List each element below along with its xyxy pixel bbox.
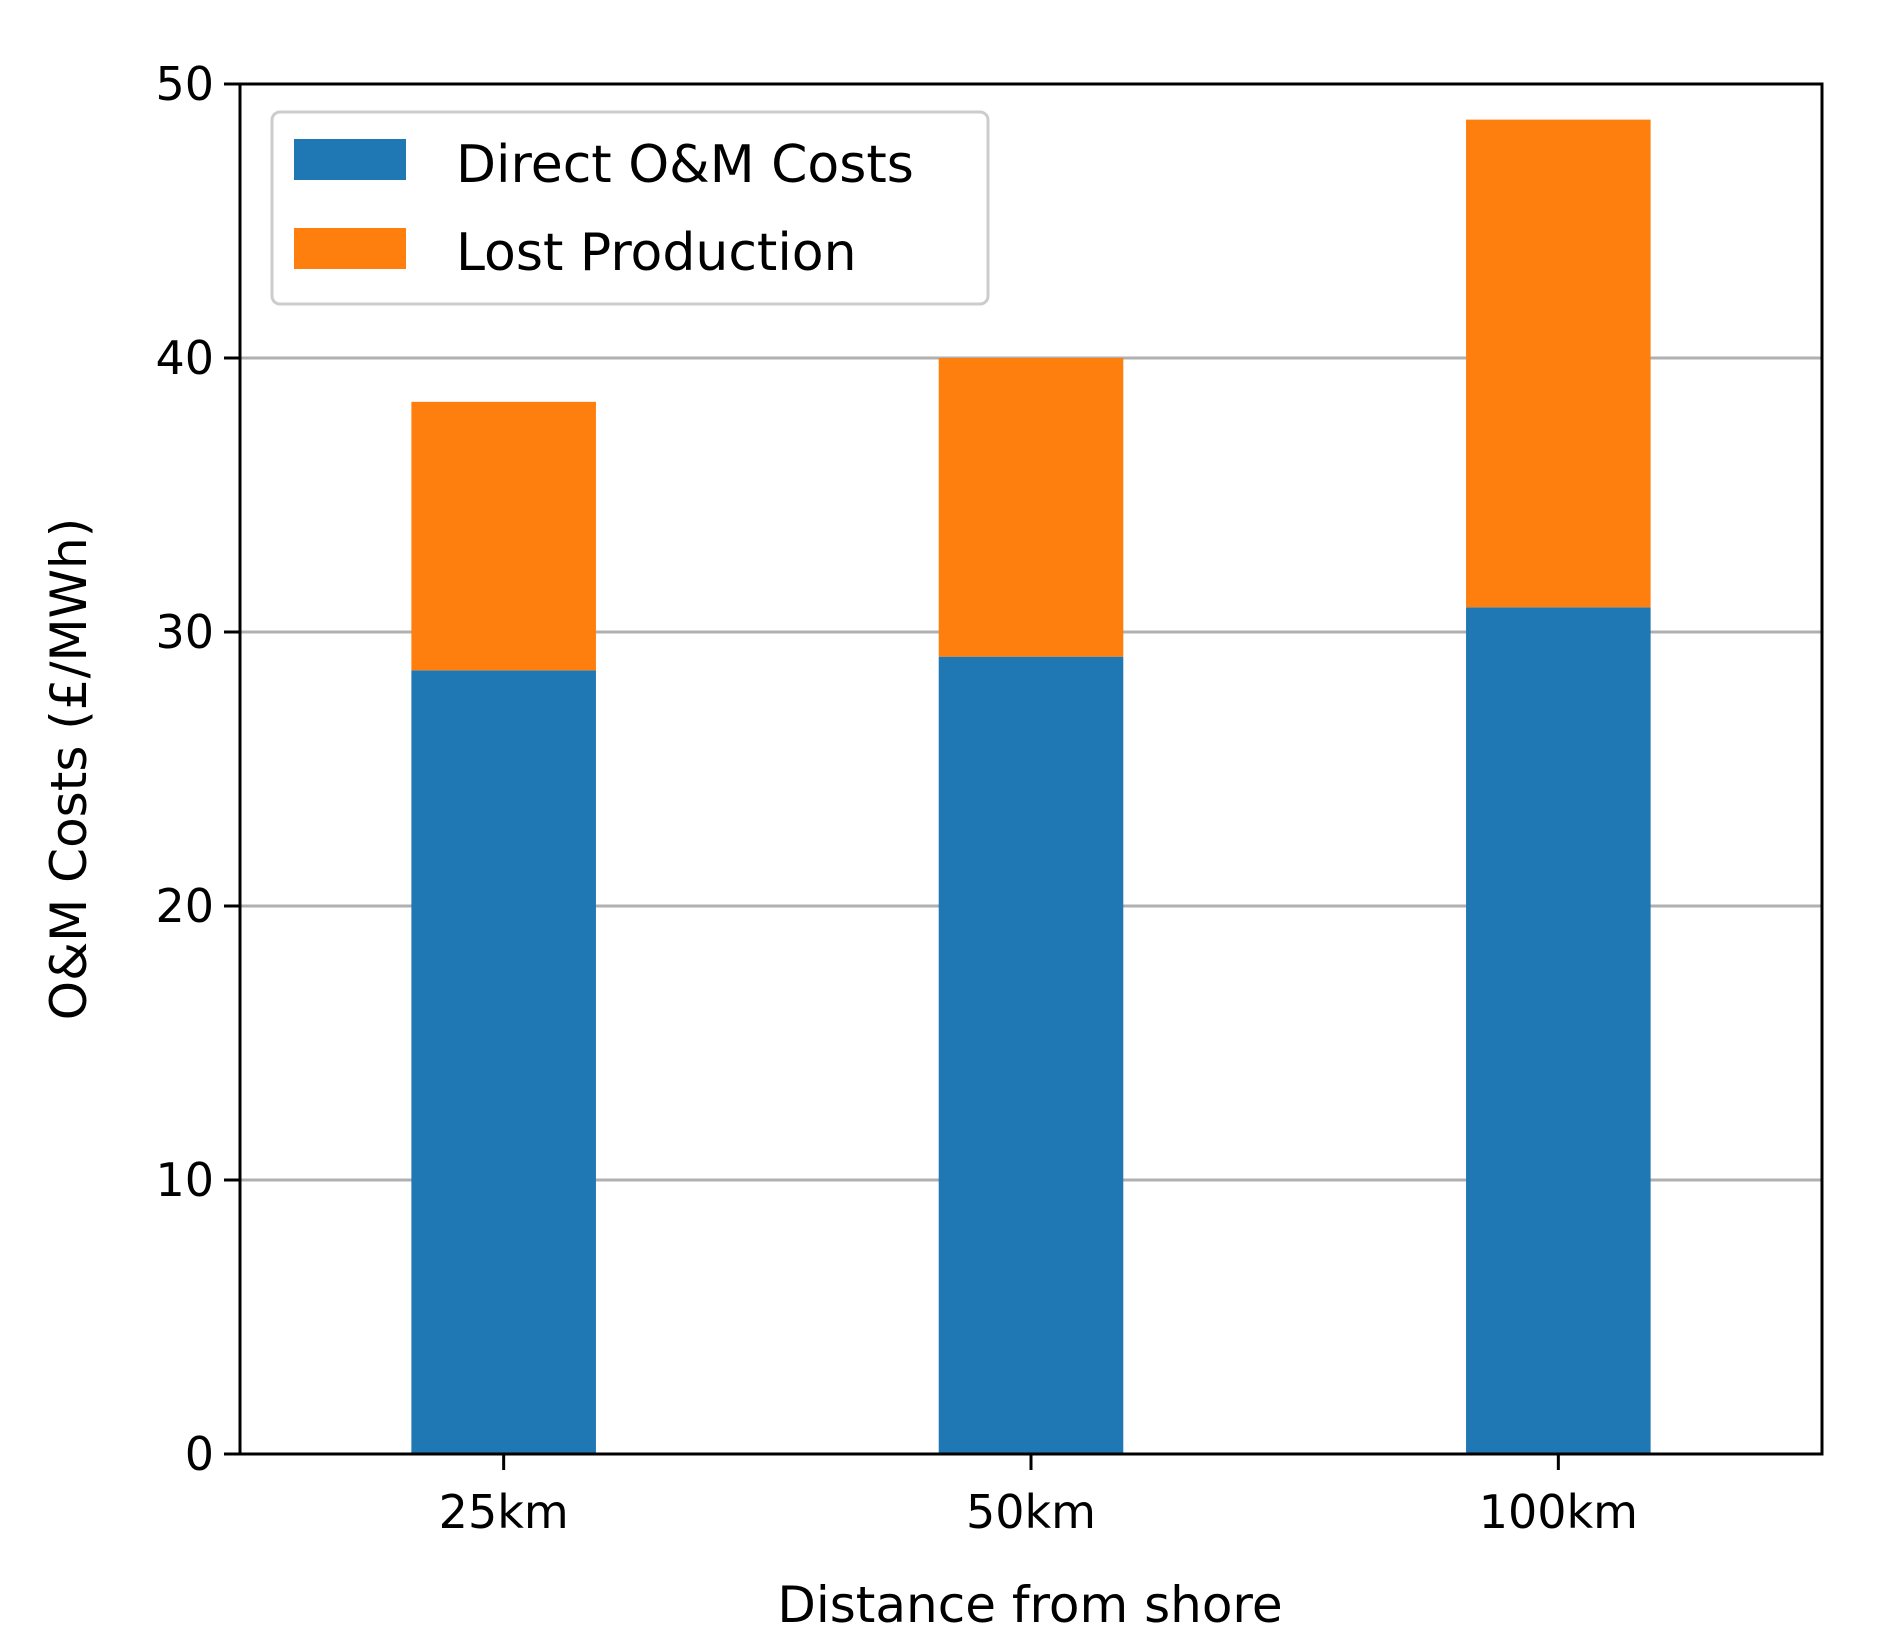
bar-direct-o-m-costs-100km <box>1466 607 1651 1454</box>
bar-direct-o-m-costs-25km <box>411 670 596 1454</box>
bar-lost-production-100km <box>1466 119 1651 608</box>
legend-label-direct-om-costs: Direct O&M Costs <box>456 135 914 195</box>
x-tick-label-25km: 25km <box>439 1485 569 1539</box>
y-tick-label-0: 0 <box>185 1427 214 1481</box>
y-axis: 0 10 20 30 40 50 <box>155 57 240 1481</box>
bar-lost-production-50km <box>938 358 1124 657</box>
x-axis-label: Distance from shore <box>777 1576 1282 1634</box>
y-axis-label: O&M Costs (£/MWh) <box>40 518 98 1020</box>
x-tick-label-100km: 100km <box>1479 1485 1638 1539</box>
legend-label-lost-production: Lost Production <box>456 223 857 283</box>
y-tick-label-20: 20 <box>155 879 214 933</box>
y-tick-label-10: 10 <box>155 1153 214 1207</box>
legend-frame <box>270 110 990 306</box>
bar-direct-o-m-costs-50km <box>938 656 1124 1454</box>
bar-lost-production-25km <box>411 401 596 671</box>
x-tick-label-50km: 50km <box>966 1485 1096 1539</box>
y-tick-label-50: 50 <box>155 57 214 111</box>
legend-swatch-direct-om-costs <box>294 139 406 180</box>
y-tick-label-40: 40 <box>155 331 214 385</box>
bars <box>411 119 1651 1454</box>
legend: Direct O&M Costs Lost Production <box>270 110 990 306</box>
y-tick-label-30: 30 <box>155 605 214 659</box>
x-axis: 25km 50km 100km <box>439 1454 1638 1539</box>
legend-swatch-lost-production <box>294 228 406 269</box>
